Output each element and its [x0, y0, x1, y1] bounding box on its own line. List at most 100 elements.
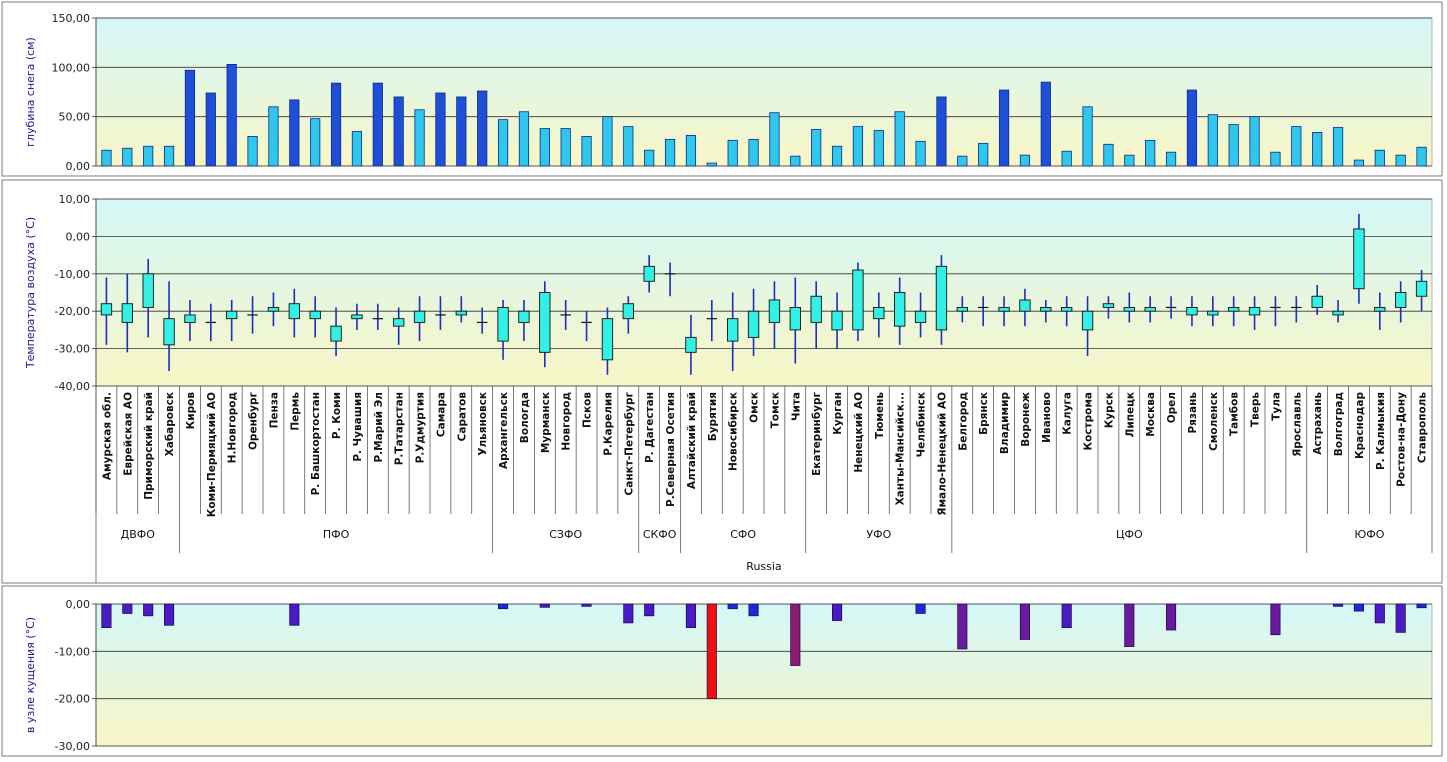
node-bar — [748, 603, 759, 617]
category-label: Новгород — [561, 392, 573, 451]
snow-bar — [1249, 116, 1260, 167]
y-tick-label: 50,00 — [59, 111, 91, 124]
temp-box — [810, 295, 822, 323]
snow-bar — [998, 89, 1010, 167]
category-label: Р. Башкортостан — [310, 392, 322, 495]
snow-bar — [163, 145, 175, 167]
snow-bar — [936, 96, 947, 167]
category-label: Владимир — [999, 392, 1011, 455]
temp-box — [1248, 307, 1261, 316]
category-label: Алтайский край — [686, 392, 698, 489]
node-bar — [1124, 603, 1135, 647]
category-label: Тверь — [1250, 392, 1262, 427]
y-tick-label: 0,00 — [66, 230, 91, 243]
category-label: Екатеринбург — [811, 391, 823, 475]
category-label: Киров — [185, 392, 197, 430]
node-bar — [1333, 603, 1344, 607]
temp-box — [1040, 307, 1052, 312]
group-label: УФО — [866, 528, 891, 541]
snow-bar — [435, 92, 446, 167]
y-axis-title: глубина снега (см) — [24, 37, 37, 147]
category-label: Ханты-Мансийск... — [895, 392, 907, 505]
temp-box — [1186, 307, 1198, 316]
y-tick-label: -20,00 — [55, 305, 90, 318]
category-label: Р. Калмыкия — [1375, 392, 1387, 470]
temp-box — [768, 299, 781, 323]
snow-bar — [957, 155, 968, 167]
temp-box — [1207, 310, 1219, 316]
snow-bar — [1395, 154, 1406, 167]
node-bar — [539, 603, 550, 608]
y-tick-label: 0,00 — [66, 598, 91, 611]
temp-box — [393, 318, 405, 327]
category-label: Ростов-на-Дону — [1396, 392, 1408, 487]
node-bar — [1395, 603, 1406, 633]
y-tick-label: 10,00 — [59, 193, 91, 206]
group-label: ЦФО — [1116, 528, 1143, 541]
y-tick-label: -30,00 — [55, 343, 90, 356]
snow-bar — [1124, 154, 1135, 167]
category-label: Калуга — [1062, 392, 1074, 435]
node-bar — [790, 603, 801, 666]
y-axis-title: Температура воздуха (°C) — [24, 217, 37, 369]
category-label: Курган — [832, 392, 844, 435]
temp-box — [1144, 307, 1156, 312]
temp-box — [1123, 307, 1135, 312]
snow-bar — [1374, 149, 1385, 167]
temp-box — [643, 265, 655, 282]
temp-box — [894, 292, 906, 327]
snow-bar — [1082, 106, 1093, 167]
group-label: СЗФО — [549, 528, 582, 541]
category-label: Оренбург — [248, 391, 260, 450]
group-label: ДВФО — [121, 528, 156, 541]
snow-bar — [497, 119, 509, 167]
category-label: Приморский край — [143, 392, 155, 500]
snow-bar — [1416, 146, 1427, 167]
snow-bar — [289, 99, 300, 167]
y-axis-title: в узле кущения (°C) — [24, 617, 37, 733]
node-bar — [1416, 603, 1427, 609]
category-label: Ульяновск — [477, 392, 489, 456]
y-tick-label: 100,00 — [52, 61, 91, 74]
temp-box — [1061, 307, 1073, 312]
category-label: Пенза — [268, 392, 280, 428]
snow-bar — [122, 147, 133, 167]
temp-box — [163, 318, 175, 346]
snow-bar — [1040, 81, 1051, 167]
category-label: Смоленск — [1208, 392, 1220, 451]
snow-bar — [477, 90, 488, 167]
snow-bar — [727, 139, 738, 167]
category-label: Еврейская АО — [122, 392, 134, 476]
category-label: Воронеж — [1020, 391, 1032, 446]
y-tick-label: 0,00 — [66, 160, 91, 173]
snow-bar — [873, 130, 884, 167]
snow-bar — [915, 140, 926, 167]
snow-bar — [581, 135, 592, 167]
y-tick-label: -40,00 — [55, 380, 90, 393]
node-bar — [706, 603, 717, 700]
snow-bar — [706, 162, 717, 167]
temp-box — [601, 318, 614, 361]
snow-bar — [769, 112, 780, 167]
snow-bar — [1228, 124, 1239, 167]
category-label: Р. Коми — [331, 392, 343, 439]
y-tick-label: -10,00 — [55, 268, 90, 281]
snow-bar — [1186, 89, 1198, 167]
category-label: Тамбов — [1229, 392, 1241, 436]
temp-box — [142, 273, 154, 308]
category-label: Белгород — [957, 392, 969, 451]
category-label: Орел — [1166, 392, 1178, 423]
temp-box — [518, 310, 530, 323]
snow-bar — [1061, 150, 1072, 167]
category-label: Мурманск — [540, 392, 552, 453]
node-bar — [915, 603, 926, 614]
category-label: Н.Новгород — [227, 392, 239, 463]
node-bar — [832, 603, 843, 621]
category-label: Липецк — [1124, 392, 1136, 437]
group-label: СКФО — [643, 528, 677, 541]
temp-box — [455, 310, 467, 316]
snow-bar — [790, 155, 801, 167]
category-label: Рязань — [1187, 392, 1199, 434]
category-label: Вологда — [519, 392, 531, 443]
temp-box — [1019, 299, 1031, 312]
